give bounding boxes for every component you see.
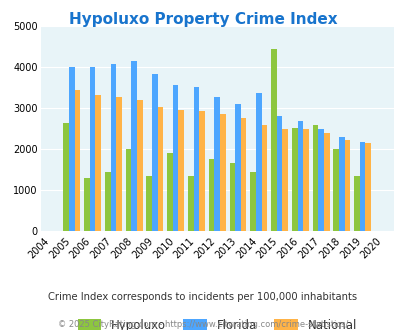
Bar <box>297 121 303 231</box>
Bar <box>323 133 329 231</box>
Bar <box>214 97 220 231</box>
Bar <box>234 104 240 231</box>
Bar <box>344 140 350 231</box>
Bar <box>364 143 370 231</box>
Bar <box>116 97 121 231</box>
Bar <box>178 110 183 231</box>
Bar <box>208 159 214 231</box>
Bar <box>333 149 338 231</box>
Bar <box>318 129 323 231</box>
Bar <box>95 95 101 231</box>
Bar <box>131 61 136 231</box>
Bar <box>250 172 255 231</box>
Bar <box>157 107 163 231</box>
Bar <box>255 93 261 231</box>
Bar <box>220 114 225 231</box>
Bar <box>146 176 152 231</box>
Bar <box>75 90 80 231</box>
Bar <box>63 122 69 231</box>
Bar <box>104 172 110 231</box>
Bar <box>271 49 276 231</box>
Text: © 2025 CityRating.com - https://www.cityrating.com/crime-statistics/: © 2025 CityRating.com - https://www.city… <box>58 320 347 329</box>
Bar <box>167 153 173 231</box>
Bar <box>291 128 297 231</box>
Bar <box>303 129 308 231</box>
Legend: Hypoluxo, Florida, National: Hypoluxo, Florida, National <box>73 314 360 330</box>
Bar <box>338 137 344 231</box>
Bar <box>312 125 318 231</box>
Bar <box>152 74 157 231</box>
Bar <box>199 111 205 231</box>
Bar <box>84 178 90 231</box>
Bar <box>110 64 116 231</box>
Bar <box>136 100 142 231</box>
Bar <box>354 176 359 231</box>
Bar <box>173 85 178 231</box>
Bar <box>69 67 75 231</box>
Text: Hypoluxo Property Crime Index: Hypoluxo Property Crime Index <box>68 12 337 26</box>
Bar <box>229 163 234 231</box>
Bar <box>359 142 364 231</box>
Bar <box>188 176 193 231</box>
Text: Crime Index corresponds to incidents per 100,000 inhabitants: Crime Index corresponds to incidents per… <box>48 292 357 302</box>
Bar <box>276 116 281 231</box>
Bar <box>240 118 246 231</box>
Bar <box>126 149 131 231</box>
Bar <box>281 129 287 231</box>
Bar <box>90 67 95 231</box>
Bar <box>261 125 266 231</box>
Bar <box>193 87 199 231</box>
